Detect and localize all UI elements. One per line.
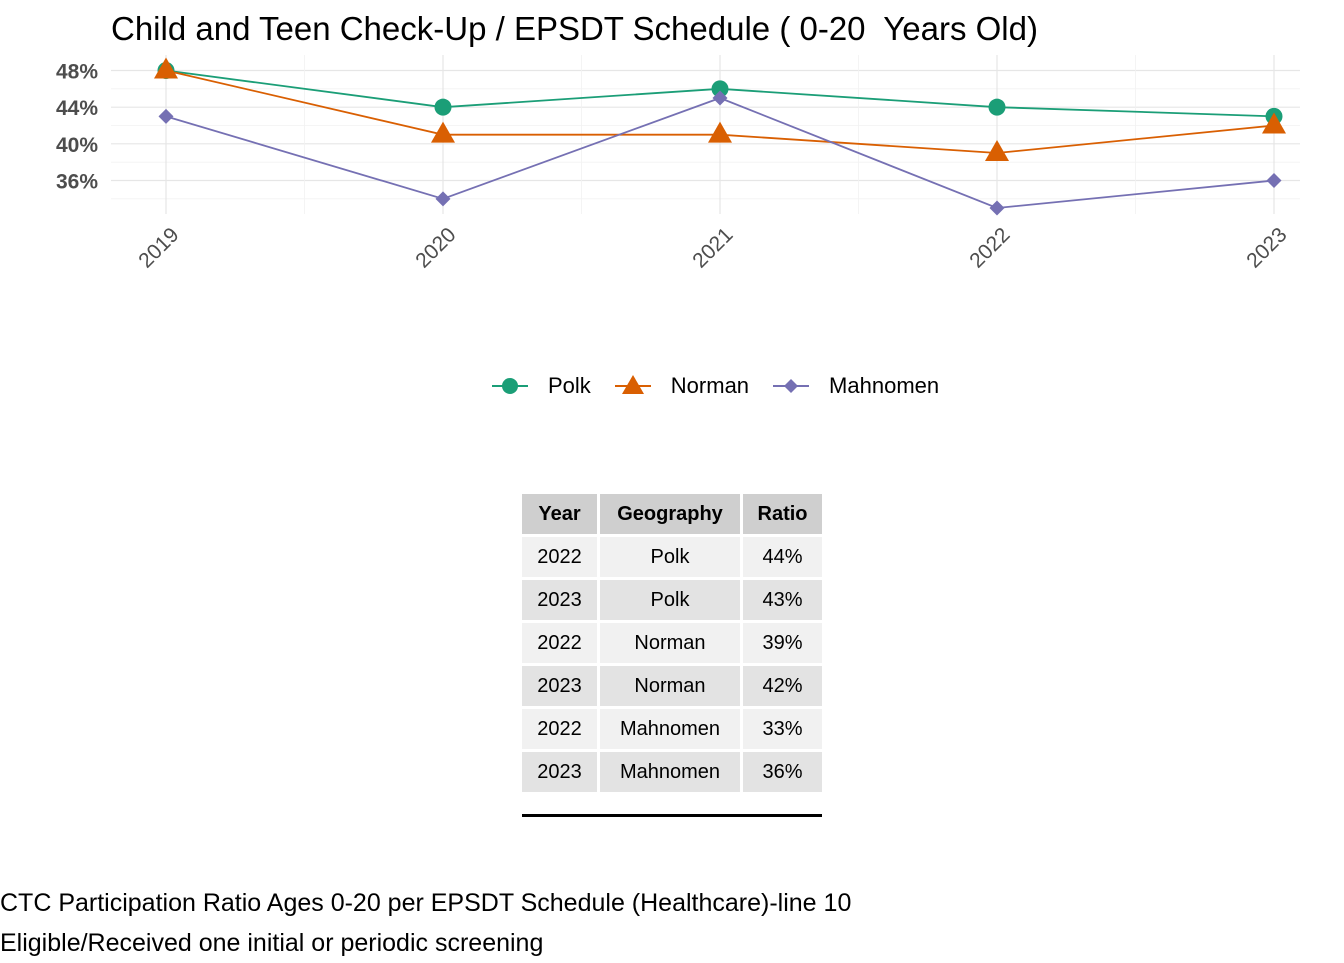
x-tick-label: 2019 [134,223,183,272]
chart-title: Child and Teen Check-Up / EPSDT Schedule… [111,10,1038,47]
table-cell: Mahnomen [600,752,740,792]
data-point-norman [1262,112,1286,134]
table-bottom-rule [522,814,822,817]
caption-line-2: Eligible/Received one initial or periodi… [0,929,544,957]
x-tick-label: 2022 [965,223,1014,272]
data-point-mahnomen [435,191,451,207]
caption-line-1: CTC Participation Ratio Ages 0-20 per EP… [0,889,852,917]
table-row: 2023 Polk 43% [522,580,822,620]
table-cell: 36% [743,752,822,792]
data-point-norman [154,57,178,79]
y-axis-ticks: 36% 40% 44% 48% [56,61,98,194]
table-row: 2022 Mahnomen 33% [522,709,822,749]
table-cell: 39% [743,623,822,663]
table-row: 2022 Norman 39% [522,623,822,663]
table-header-year: Year [522,494,597,534]
series-markers [154,57,1286,216]
table-cell: Mahnomen [600,709,740,749]
data-point-polk [434,98,452,116]
y-tick-label: 48% [56,61,98,84]
table-row: 2022 Polk 44% [522,537,822,577]
data-point-polk [988,98,1006,116]
table-cell: Norman [600,623,740,663]
data-point-mahnomen [989,200,1005,216]
grid [111,55,1300,214]
table-cell: 44% [743,537,822,577]
data-point-polk [711,80,729,98]
legend-circle-icon [492,378,528,394]
data-point-norman [985,140,1009,161]
x-tick-label: 2020 [411,223,460,272]
y-tick-label: 40% [56,134,98,157]
x-tick-label: 2023 [1242,223,1291,272]
table-cell: Polk [600,580,740,620]
table-row: 2023 Mahnomen 36% [522,752,822,792]
table-row: 2023 Norman 42% [522,666,822,706]
table-header-ratio: Ratio [743,494,822,534]
table-cell: Polk [600,537,740,577]
legend: Polk Norman Mahnomen [490,368,961,404]
y-tick-label: 36% [56,171,98,194]
data-point-mahnomen [712,90,728,106]
legend-diamond-icon [773,379,810,393]
x-tick-label: 2021 [688,223,737,272]
table-cell: 2023 [522,752,597,792]
data-point-norman [708,121,732,143]
data-point-mahnomen [1266,173,1282,188]
legend-label: Polk [548,373,591,398]
table-cell: 33% [743,709,822,749]
table-cell: 42% [743,666,822,706]
caption: CTC Participation Ratio Ages 0-20 per EP… [0,883,851,963]
table-cell: 2022 [522,537,597,577]
legend-item-polk: Polk [490,373,591,399]
legend-item-mahnomen: Mahnomen [771,373,939,399]
legend-label: Norman [670,373,750,398]
line-chart: 36% 40% 44% 48% 2019 2020 2021 2022 2023 [56,55,1300,273]
table-header-row: Year Geography Ratio [522,494,822,534]
table-cell: 2022 [522,623,597,663]
table-cell: 2023 [522,666,597,706]
table-cell: 2022 [522,709,597,749]
table-cell: 43% [743,580,822,620]
table-header-geography: Geography [600,494,740,534]
table-cell: 2023 [522,580,597,620]
data-point-norman [431,121,455,143]
y-tick-label: 44% [56,97,98,120]
table-cell: Norman [600,666,740,706]
data-table: Year Geography Ratio 2022 Polk 44% 2023 … [519,491,825,795]
legend-label: Mahnomen [829,373,940,398]
legend-triangle-icon [614,375,651,394]
x-axis-ticks: 2019 2020 2021 2022 2023 [134,223,1291,272]
legend-item-norman: Norman [613,373,749,399]
data-point-mahnomen [158,108,174,124]
